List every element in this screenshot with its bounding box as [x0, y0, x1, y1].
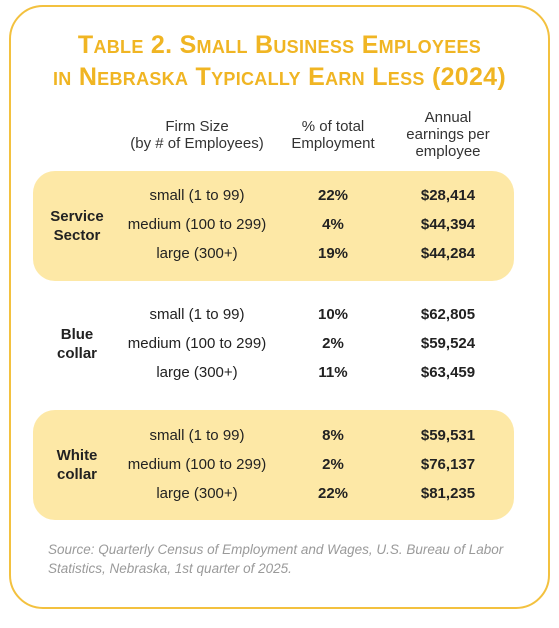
group-label-line: Blue	[60, 326, 94, 343]
table-title-line-1: Table 2. Small Business Employees	[77, 31, 482, 59]
group-band-service-sector	[33, 171, 514, 281]
table-cell-firm-size: medium (100 to 299)	[127, 216, 267, 233]
source-note: Source: Quarterly Census of Employment a…	[48, 542, 504, 576]
table-cell-firm-size: large (300+)	[156, 245, 238, 262]
table-cell-earnings: $44,394	[420, 216, 476, 233]
header-pct-total: % of total Employment	[288, 118, 378, 152]
table-cell-earnings: $62,805	[420, 306, 476, 323]
group-label-line: White	[56, 447, 98, 464]
group-label-service-sector: Service Sector	[36, 207, 118, 245]
table-cell-pct: 2%	[322, 456, 344, 473]
group-label-line: collar	[56, 466, 98, 483]
header-pct-total-line-1: % of total	[301, 118, 365, 135]
header-annual-earnings-line-3: employee	[415, 143, 481, 160]
header-pct-total-line-2: Employment	[291, 135, 375, 152]
table-cell-firm-size: medium (100 to 299)	[127, 335, 267, 352]
header-annual-earnings: Annual earnings per employee	[396, 109, 500, 160]
table-cell-earnings: $59,524	[420, 335, 476, 352]
table-title-line-2: in Nebraska Typically Earn Less (2024)	[52, 63, 507, 91]
table-cell-earnings: $44,284	[420, 245, 476, 262]
table-cell-firm-size: small (1 to 99)	[149, 427, 245, 444]
header-annual-earnings-line-2: earnings per	[406, 126, 490, 143]
table-cell-pct: 22%	[317, 485, 349, 502]
group-label-blue-collar: Blue collar	[36, 325, 118, 363]
header-annual-earnings-line-1: Annual	[424, 109, 472, 126]
table-cell-earnings: $59,531	[420, 427, 476, 444]
header-firm-size-line-1: Firm Size	[165, 118, 229, 135]
table-cell-firm-size: large (300+)	[156, 364, 238, 381]
table-cell-earnings: $63,459	[420, 364, 476, 381]
table-cell-firm-size: small (1 to 99)	[149, 187, 245, 204]
table-cell-earnings: $81,235	[420, 485, 476, 502]
table-cell-earnings: $76,137	[420, 456, 476, 473]
table-cell-pct: 10%	[317, 306, 349, 323]
group-band-white-collar	[33, 410, 514, 520]
table-cell-pct: 19%	[317, 245, 349, 262]
group-label-line: Sector	[53, 227, 101, 244]
table-cell-pct: 4%	[322, 216, 344, 233]
table-cell-earnings: $28,414	[420, 187, 476, 204]
header-firm-size: Firm Size (by # of Employees)	[112, 118, 282, 152]
group-label-white-collar: White collar	[36, 446, 118, 484]
table-cell-pct: 2%	[322, 335, 344, 352]
table-cell-firm-size: large (300+)	[156, 485, 238, 502]
group-label-line: collar	[56, 345, 98, 362]
table-cell-pct: 22%	[317, 187, 349, 204]
table-cell-pct: 11%	[318, 364, 348, 381]
table-cell-pct: 8%	[322, 427, 344, 444]
header-firm-size-line-2: (by # of Employees)	[130, 135, 264, 152]
table-cell-firm-size: small (1 to 99)	[149, 306, 245, 323]
table-cell-firm-size: medium (100 to 299)	[127, 456, 267, 473]
group-label-line: Service	[50, 208, 104, 225]
